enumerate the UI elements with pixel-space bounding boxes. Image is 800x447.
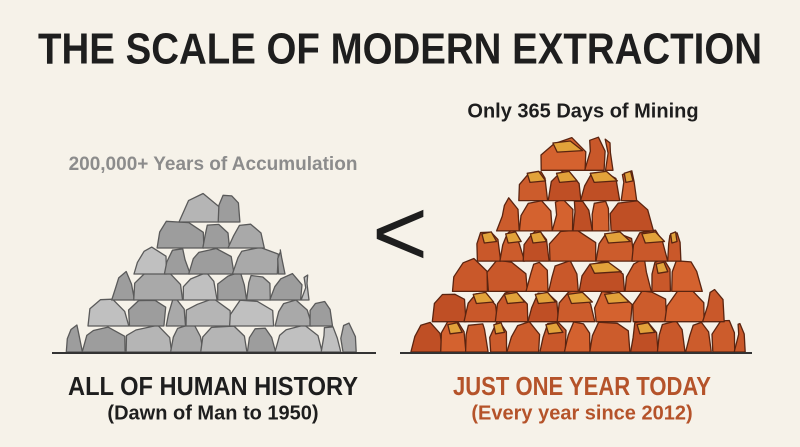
rock	[701, 288, 725, 323]
rock	[567, 291, 594, 305]
rock	[669, 231, 678, 244]
rock	[534, 291, 557, 305]
rock	[589, 170, 619, 184]
rock	[591, 200, 610, 232]
rock	[505, 231, 522, 244]
title: THE SCALE OF MODERN EXTRACTION	[38, 25, 762, 74]
rock	[227, 223, 265, 249]
rock	[464, 323, 489, 353]
rock	[671, 260, 703, 293]
rock	[447, 322, 463, 335]
right-caption: Only 365 Days of Mining	[467, 100, 698, 122]
right-label: JUST ONE YEAR TODAY	[453, 371, 711, 401]
left-label: ALL OF HUMAN HISTORY	[68, 371, 358, 401]
right-sublabel: (Every year since 2012)	[471, 402, 692, 424]
rock	[604, 138, 614, 171]
rock	[526, 170, 547, 184]
rock	[525, 261, 549, 293]
rock	[529, 231, 548, 244]
less-than-sign: <	[372, 179, 428, 286]
rock	[655, 261, 669, 274]
rock	[623, 170, 634, 184]
rock	[552, 140, 584, 153]
rock	[603, 231, 632, 244]
rock	[300, 274, 310, 301]
rock	[472, 291, 495, 305]
rock	[609, 200, 655, 232]
rock	[545, 322, 564, 335]
rock	[217, 194, 241, 223]
rock	[481, 231, 498, 244]
rock	[555, 170, 578, 184]
rock	[451, 257, 489, 293]
rock	[277, 249, 286, 275]
left-caption: 200,000+ Years of Accumulation	[69, 154, 358, 175]
rock	[127, 299, 167, 327]
rock	[228, 299, 275, 327]
rock	[584, 136, 606, 171]
rock	[603, 291, 630, 305]
rock	[493, 322, 506, 335]
rock	[636, 322, 656, 335]
rock	[503, 291, 526, 305]
orange-rock-pile	[410, 136, 746, 353]
rock	[641, 231, 666, 244]
left-sublabel: (Dawn of Man to 1950)	[107, 402, 318, 424]
rock	[309, 300, 334, 327]
rock	[589, 261, 622, 274]
